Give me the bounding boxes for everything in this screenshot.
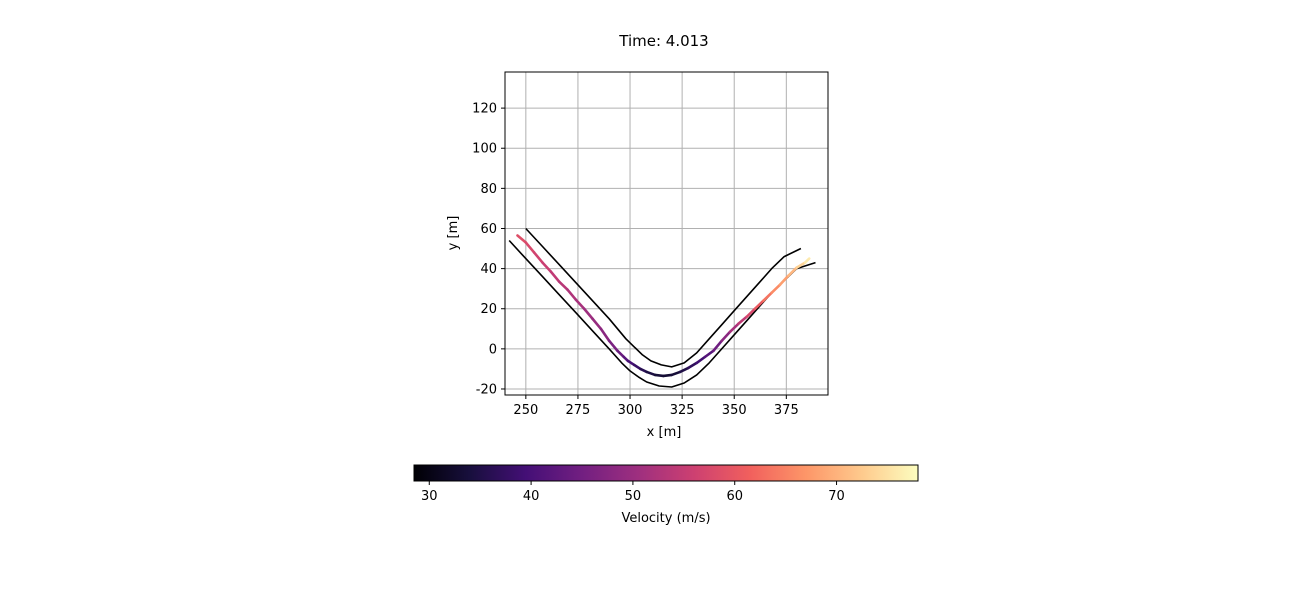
trajectory-segment (549, 270, 561, 283)
trajectory-segment (557, 280, 569, 291)
trajectory-segment (795, 261, 807, 269)
trajectory-segment (607, 339, 619, 353)
x-axis: 250 275 300 325 350 375 (513, 395, 799, 418)
plot-area (505, 72, 828, 395)
y-tick-label: 120 (472, 102, 497, 117)
trajectory-segment (770, 283, 782, 294)
colorbar-axis: 30 40 50 60 70 (421, 481, 845, 504)
trajectory (516, 234, 811, 378)
trajectory-segment (778, 274, 790, 286)
colorbar-tick-label: 30 (421, 489, 438, 504)
x-tick-label: 300 (618, 403, 643, 418)
trajectory-segment (541, 261, 553, 273)
trajectory-segment (753, 299, 765, 311)
chart-title: Time: 4.013 (618, 32, 708, 50)
trajectory-segment (645, 370, 657, 377)
colorbar (413, 464, 919, 482)
trajectory-segment (591, 317, 603, 331)
y-tick-label: 0 (489, 342, 497, 357)
trajectory-segment (695, 355, 707, 365)
y-tick-label: 20 (480, 302, 497, 317)
trajectory-segment (803, 257, 811, 264)
colorbar-tick-label: 60 (726, 489, 743, 504)
colorbar-tick-label: 70 (828, 489, 845, 504)
trajectory-segment (728, 322, 740, 334)
trajectory-segment (516, 234, 528, 244)
x-tick-label: 350 (722, 403, 747, 418)
trajectory-segment (532, 251, 544, 264)
trajectory-segment (787, 266, 799, 277)
trajectory-segment (762, 291, 774, 303)
y-tick-label: 100 (472, 142, 497, 157)
x-tick-label: 375 (774, 403, 799, 418)
trajectory-segment (653, 373, 665, 378)
x-tick-label: 275 (566, 403, 591, 418)
trajectory-segment (745, 307, 757, 319)
trajectory-segment (670, 370, 682, 377)
colorbar-label: Velocity (m/s) (621, 511, 710, 526)
axes-frame (504, 71, 829, 396)
y-tick-label: 80 (480, 182, 497, 197)
trajectory-segment (712, 339, 724, 353)
trajectory-segment (524, 241, 536, 254)
y-tick-label: 60 (480, 222, 497, 237)
trajectory-segment (720, 330, 732, 343)
x-tick-label: 250 (513, 403, 538, 418)
boundary-line-left (525, 227, 802, 368)
colorbar-tick-label: 40 (523, 489, 540, 504)
trajectory-segment (574, 298, 586, 311)
y-tick-label: 40 (480, 262, 497, 277)
y-axis: -20 0 20 40 60 80 100 120 (472, 102, 505, 397)
colorbar-tick-label: 50 (625, 489, 642, 504)
trajectory-segment (582, 307, 594, 321)
y-tick-label: -20 (476, 382, 497, 397)
x-tick-label: 325 (670, 403, 695, 418)
trajectory-segment (662, 373, 674, 378)
trajectory-segment (703, 349, 715, 359)
trajectory-segment (678, 366, 690, 374)
trajectory-segment (599, 327, 611, 343)
trajectory-segment (687, 361, 699, 370)
trajectory-segment (566, 288, 578, 302)
trajectory-segment (616, 349, 626, 359)
y-axis-label: y [m] (446, 216, 461, 251)
x-axis-label: x [m] (647, 425, 682, 440)
grid (505, 72, 828, 395)
trajectory-segment (737, 315, 749, 326)
